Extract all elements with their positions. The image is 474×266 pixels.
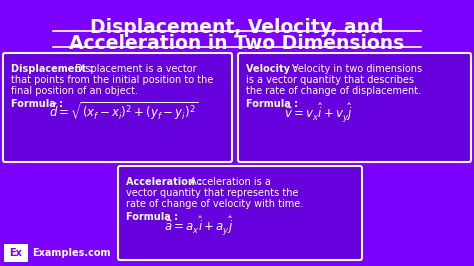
- Text: Acceleration is a: Acceleration is a: [190, 177, 271, 187]
- Text: Displacement, Velocity, and: Displacement, Velocity, and: [90, 18, 384, 37]
- Text: Acceleration in Two Dimensions: Acceleration in Two Dimensions: [69, 34, 405, 53]
- Text: Ex: Ex: [9, 248, 22, 258]
- Text: Velocity in two dimensions: Velocity in two dimensions: [292, 64, 422, 74]
- Text: vector quantity that represents the: vector quantity that represents the: [126, 188, 299, 198]
- Text: is a vector quantity that describes: is a vector quantity that describes: [246, 75, 414, 85]
- Text: Examples.com: Examples.com: [32, 248, 110, 258]
- Text: Formula :: Formula :: [246, 99, 298, 109]
- Text: $\vec{d} = \sqrt{(x_f - x_i)^2 + (y_f - y_i)^2}$: $\vec{d} = \sqrt{(x_f - x_i)^2 + (y_f - …: [49, 101, 198, 123]
- Text: the rate of change of displacement.: the rate of change of displacement.: [246, 86, 421, 96]
- FancyBboxPatch shape: [3, 53, 232, 162]
- Text: that points from the initial position to the: that points from the initial position to…: [11, 75, 213, 85]
- Text: Displacement is a vector: Displacement is a vector: [75, 64, 197, 74]
- FancyBboxPatch shape: [4, 244, 28, 262]
- FancyBboxPatch shape: [118, 166, 362, 260]
- Text: Acceleration :: Acceleration :: [126, 177, 202, 187]
- FancyBboxPatch shape: [238, 53, 471, 162]
- Text: $\vec{v} = v_x\hat{i} + v_y\hat{j}$: $\vec{v} = v_x\hat{i} + v_y\hat{j}$: [284, 101, 353, 124]
- Text: rate of change of velocity with time.: rate of change of velocity with time.: [126, 199, 303, 209]
- Text: Displacement :: Displacement :: [11, 64, 93, 74]
- Text: Formula :: Formula :: [11, 99, 63, 109]
- Text: $\vec{a} = a_x\hat{i} + a_y\hat{j}$: $\vec{a} = a_x\hat{i} + a_y\hat{j}$: [164, 214, 234, 237]
- Text: final position of an object.: final position of an object.: [11, 86, 138, 96]
- Text: Formula :: Formula :: [126, 212, 178, 222]
- Text: Velocity :: Velocity :: [246, 64, 297, 74]
